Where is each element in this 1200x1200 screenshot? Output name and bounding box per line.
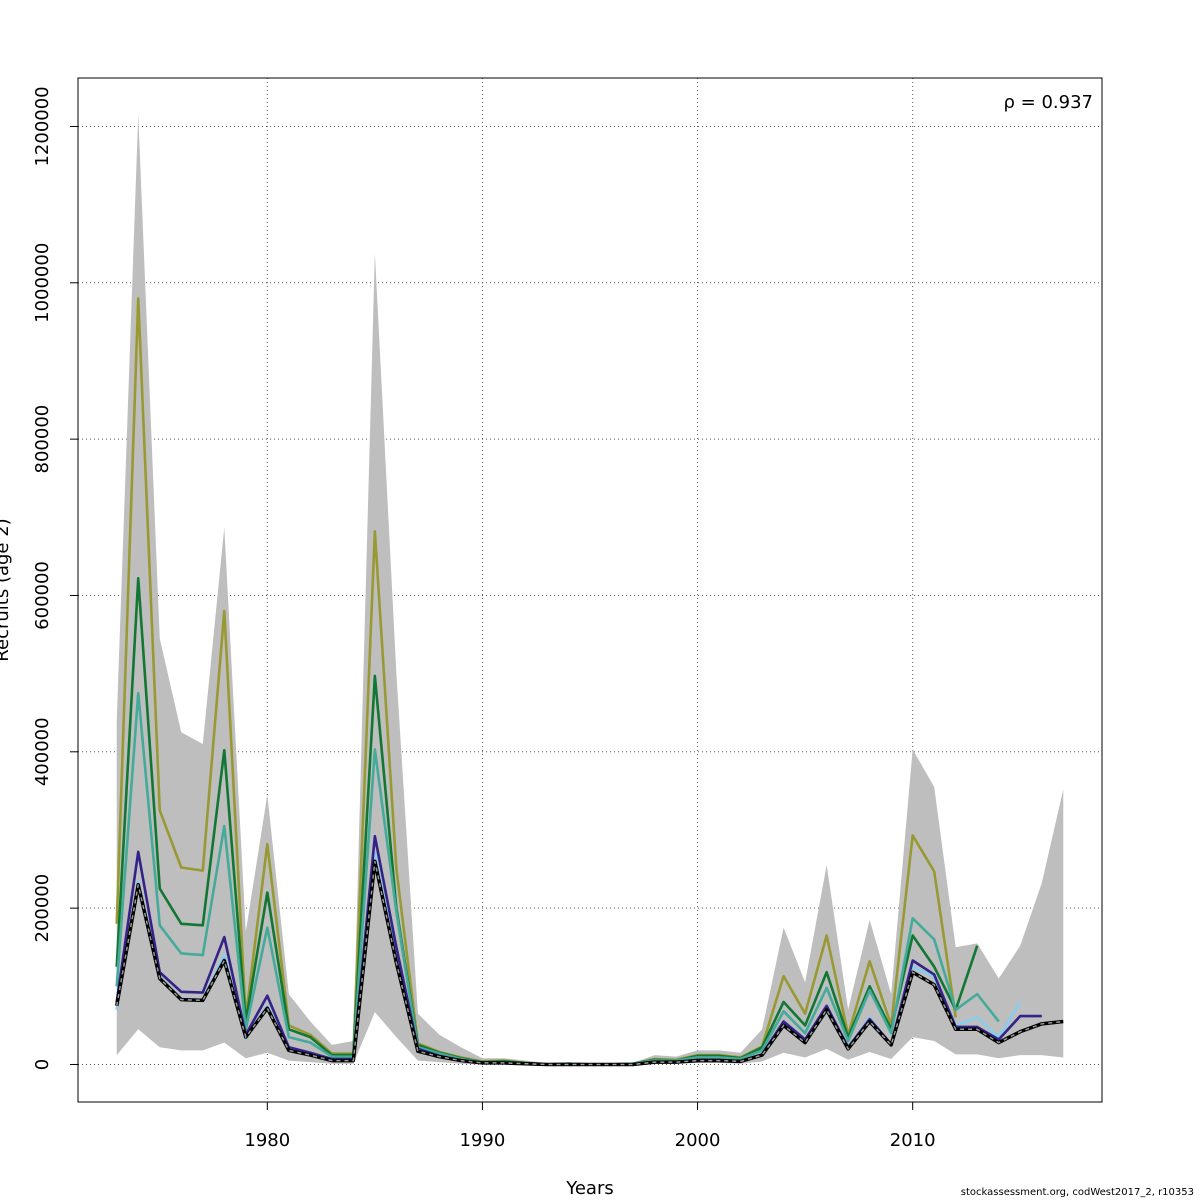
x-tick-label: 2010	[890, 1130, 936, 1151]
footer-credit: stockassessment.org, codWest2017_2, r103…	[960, 1187, 1194, 1198]
y-tick-label: 800000	[32, 405, 53, 474]
y-tick-label: 600000	[32, 561, 53, 630]
plot-frame	[77, 77, 1103, 1103]
y-tick-label: 400000	[32, 717, 53, 786]
x-tick-label: 2000	[675, 1130, 721, 1151]
y-tick-label: 200000	[32, 874, 53, 943]
x-axis-label: Years	[565, 1178, 614, 1199]
x-tick-label: 1990	[460, 1130, 506, 1151]
y-axis-label: Recruits (age 2)	[0, 518, 13, 661]
x-tick-label: 1980	[244, 1130, 290, 1151]
series-line-peel-1	[115, 297, 958, 1066]
y-tick-label: 1000000	[32, 243, 53, 323]
y-tick-label: 0	[32, 1059, 53, 1070]
series-line-base-dash	[115, 861, 1064, 1066]
y-tick-label: 1200000	[32, 86, 53, 166]
rho-annotation: ρ = 0.937	[1004, 92, 1093, 113]
